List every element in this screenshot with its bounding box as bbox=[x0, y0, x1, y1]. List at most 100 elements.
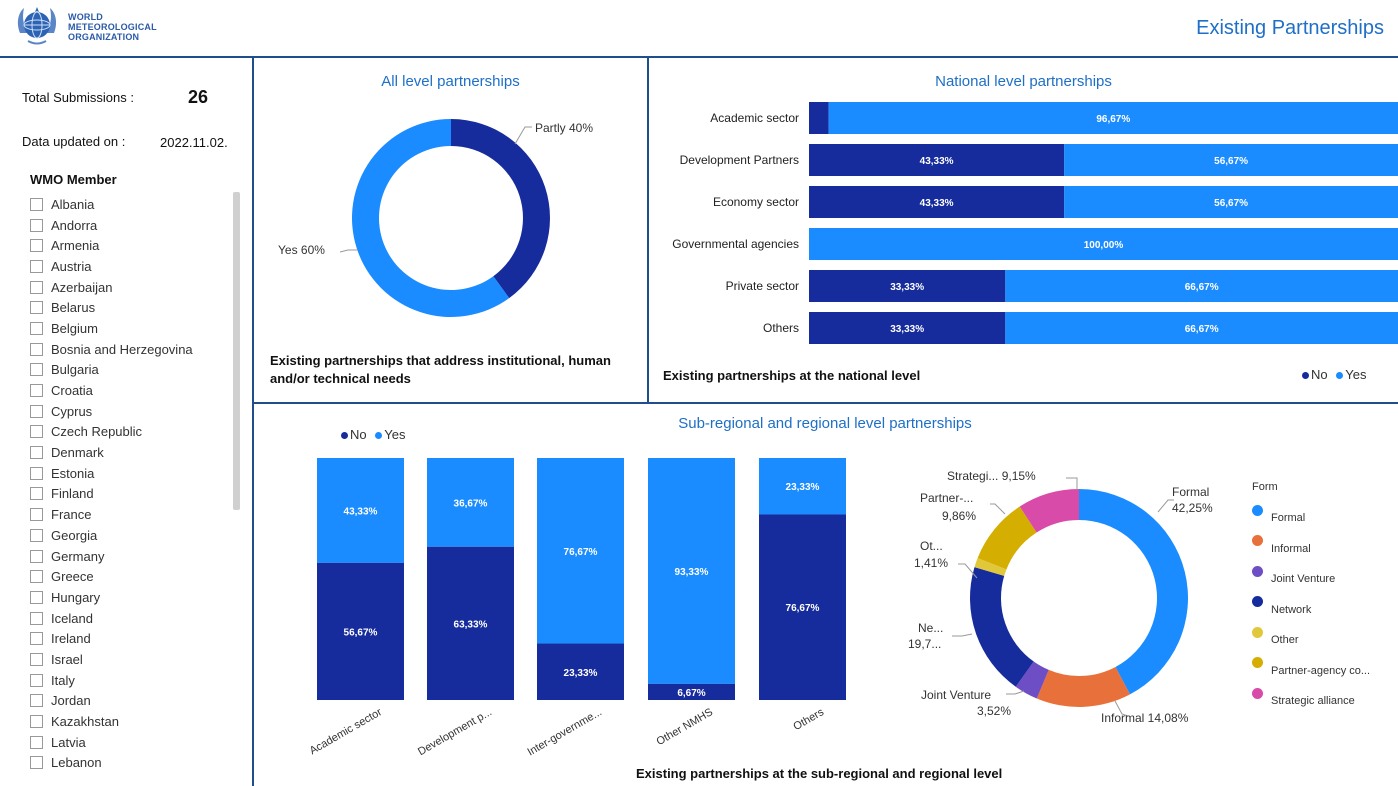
donut-slice[interactable] bbox=[1019, 489, 1079, 533]
member-checkbox-item[interactable]: Bosnia and Herzegovina bbox=[30, 339, 230, 360]
slicer-scrollbar[interactable] bbox=[233, 192, 240, 510]
checkbox[interactable] bbox=[30, 218, 43, 232]
member-checkbox-item[interactable]: Armenia bbox=[30, 235, 230, 256]
bar-segment[interactable] bbox=[317, 458, 404, 563]
checkbox[interactable] bbox=[30, 694, 43, 708]
checkbox[interactable] bbox=[30, 301, 43, 315]
checkbox[interactable] bbox=[30, 508, 43, 522]
bar-segment[interactable] bbox=[317, 562, 404, 700]
bar-segment[interactable] bbox=[537, 458, 624, 644]
checkbox[interactable] bbox=[30, 446, 43, 460]
checkbox[interactable] bbox=[30, 466, 43, 480]
bar-segment[interactable] bbox=[537, 643, 624, 700]
member-checkbox-item[interactable]: Italy bbox=[30, 670, 230, 691]
donut-slice[interactable] bbox=[1015, 661, 1049, 699]
checkbox[interactable] bbox=[30, 715, 43, 729]
member-checkbox-item[interactable]: Bulgaria bbox=[30, 360, 230, 381]
member-checkbox-item[interactable]: Denmark bbox=[30, 442, 230, 463]
checkbox[interactable] bbox=[30, 549, 43, 563]
member-checkbox-item[interactable]: Andorra bbox=[30, 215, 230, 236]
checkbox[interactable] bbox=[30, 735, 43, 749]
checkbox[interactable] bbox=[30, 280, 43, 294]
member-checkbox-item[interactable]: Germany bbox=[30, 546, 230, 567]
legend-yes[interactable]: Yes bbox=[1336, 367, 1366, 382]
checkbox[interactable] bbox=[30, 342, 43, 356]
bar-segment[interactable] bbox=[809, 270, 1006, 302]
donut-slice[interactable] bbox=[1036, 666, 1130, 707]
checkbox[interactable] bbox=[30, 363, 43, 377]
member-checkbox-item[interactable]: Austria bbox=[30, 256, 230, 277]
checkbox[interactable] bbox=[30, 652, 43, 666]
member-checkbox-item[interactable]: Czech Republic bbox=[30, 422, 230, 443]
checkbox[interactable] bbox=[30, 590, 43, 604]
checkbox[interactable] bbox=[30, 528, 43, 542]
checkbox[interactable] bbox=[30, 197, 43, 211]
member-checkbox-item[interactable]: Hungary bbox=[30, 587, 230, 608]
bar-segment[interactable] bbox=[809, 312, 1006, 344]
bar-segment[interactable] bbox=[427, 546, 514, 700]
member-checkbox-item[interactable]: Belarus bbox=[30, 297, 230, 318]
form-legend-item[interactable]: Informal bbox=[1252, 531, 1370, 562]
checkbox[interactable] bbox=[30, 384, 43, 398]
member-checkbox-item[interactable]: Belgium bbox=[30, 318, 230, 339]
checkbox[interactable] bbox=[30, 425, 43, 439]
bar-segment[interactable] bbox=[809, 228, 1398, 260]
form-legend-item[interactable]: Joint Venture bbox=[1252, 561, 1370, 592]
member-checkbox-item[interactable]: Lebanon bbox=[30, 753, 230, 774]
checkbox[interactable] bbox=[30, 611, 43, 625]
bar-segment[interactable] bbox=[648, 683, 735, 700]
bar-segment[interactable] bbox=[809, 102, 829, 134]
checkbox[interactable] bbox=[30, 404, 43, 418]
checkbox[interactable] bbox=[30, 239, 43, 253]
member-checkbox-item[interactable]: Estonia bbox=[30, 463, 230, 484]
form-legend-item[interactable]: Network bbox=[1252, 592, 1370, 623]
checkbox[interactable] bbox=[30, 632, 43, 646]
member-checkbox-item[interactable]: Croatia bbox=[30, 380, 230, 401]
bar-segment[interactable] bbox=[759, 458, 846, 515]
checkbox[interactable] bbox=[30, 321, 43, 335]
donut-slice[interactable] bbox=[974, 557, 1007, 576]
slice-label: Partner-... bbox=[920, 491, 973, 505]
member-checkbox-item[interactable]: Israel bbox=[30, 649, 230, 670]
member-checkbox-item[interactable]: Azerbaijan bbox=[30, 277, 230, 298]
member-label: France bbox=[51, 507, 92, 523]
member-checkbox-item[interactable]: Iceland bbox=[30, 608, 230, 629]
checkbox[interactable] bbox=[30, 756, 43, 770]
bar-segment[interactable] bbox=[809, 144, 1065, 176]
donut-slice[interactable] bbox=[351, 119, 510, 317]
member-checkbox-item[interactable]: Kazakhstan bbox=[30, 711, 230, 732]
donut-slice[interactable] bbox=[970, 567, 1034, 687]
bar-segment[interactable] bbox=[1005, 270, 1398, 302]
legend-no[interactable]: No bbox=[1302, 367, 1328, 382]
bar-segment[interactable] bbox=[1064, 144, 1398, 176]
member-checkbox-item[interactable]: Greece bbox=[30, 566, 230, 587]
member-checkbox-item[interactable]: Finland bbox=[30, 484, 230, 505]
member-checkbox-item[interactable]: Latvia bbox=[30, 732, 230, 753]
bar-segment[interactable] bbox=[427, 458, 514, 547]
member-checkbox-item[interactable]: Ireland bbox=[30, 628, 230, 649]
form-legend-item[interactable]: Partner-agency co... bbox=[1252, 653, 1370, 684]
bar-segment[interactable] bbox=[828, 102, 1398, 134]
form-legend-item[interactable]: Strategic alliance bbox=[1252, 683, 1370, 714]
checkbox[interactable] bbox=[30, 570, 43, 584]
member-checkbox-item[interactable]: France bbox=[30, 504, 230, 525]
donut-slice[interactable] bbox=[451, 119, 550, 299]
bar-segment[interactable] bbox=[648, 458, 735, 684]
form-legend-item[interactable]: Other bbox=[1252, 622, 1370, 653]
member-checkbox-item[interactable]: Jordan bbox=[30, 691, 230, 712]
checkbox[interactable] bbox=[30, 487, 43, 501]
donut-slice[interactable] bbox=[1079, 489, 1188, 695]
bar-segment[interactable] bbox=[759, 514, 846, 700]
legend-yes[interactable]: Yes bbox=[375, 427, 405, 442]
bar-segment[interactable] bbox=[809, 186, 1065, 218]
donut-slice[interactable] bbox=[977, 506, 1037, 570]
bar-segment[interactable] bbox=[1064, 186, 1398, 218]
form-legend-item[interactable]: Formal bbox=[1252, 500, 1370, 531]
legend-no[interactable]: No bbox=[341, 427, 367, 442]
member-checkbox-item[interactable]: Cyprus bbox=[30, 401, 230, 422]
checkbox[interactable] bbox=[30, 673, 43, 687]
member-checkbox-item[interactable]: Georgia bbox=[30, 525, 230, 546]
member-checkbox-item[interactable]: Albania bbox=[30, 194, 230, 215]
checkbox[interactable] bbox=[30, 259, 43, 273]
bar-segment[interactable] bbox=[1005, 312, 1398, 344]
